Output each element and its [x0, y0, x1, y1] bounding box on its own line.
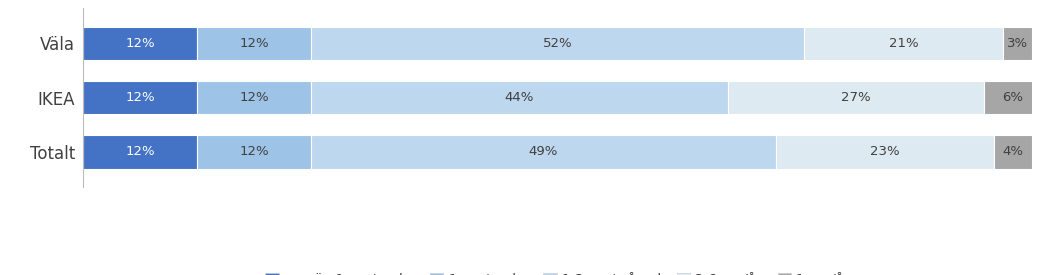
Text: 27%: 27%: [841, 91, 871, 104]
Bar: [804, 27, 1003, 60]
Text: 12%: 12%: [125, 37, 155, 50]
Text: 23%: 23%: [870, 145, 899, 158]
Bar: [83, 81, 197, 114]
Text: 12%: 12%: [240, 91, 269, 104]
Bar: [83, 27, 197, 60]
Bar: [83, 135, 197, 169]
Bar: [994, 135, 1032, 169]
Text: 6%: 6%: [1002, 91, 1023, 104]
Bar: [311, 135, 775, 169]
Text: 3%: 3%: [1007, 37, 1027, 50]
Text: 12%: 12%: [125, 91, 155, 104]
Text: 12%: 12%: [240, 37, 269, 50]
Bar: [197, 81, 311, 114]
Bar: [1003, 27, 1032, 60]
Text: 44%: 44%: [505, 91, 535, 104]
Legend: mer än 1 ggr/vecka, 1 ggr/vecka, 1-2 ggr/månad, 2-6 ggr/år, 1 ggr/år: mer än 1 ggr/vecka, 1 ggr/vecka, 1-2 ggr…: [260, 267, 854, 275]
Text: 52%: 52%: [543, 37, 572, 50]
Text: 21%: 21%: [889, 37, 918, 50]
Text: 49%: 49%: [528, 145, 557, 158]
Bar: [311, 27, 804, 60]
Bar: [728, 81, 984, 114]
Bar: [197, 27, 311, 60]
Text: 12%: 12%: [125, 145, 155, 158]
Bar: [775, 135, 994, 169]
Bar: [984, 81, 1041, 114]
Text: 4%: 4%: [1002, 145, 1023, 158]
Bar: [311, 81, 728, 114]
Bar: [197, 135, 311, 169]
Text: 12%: 12%: [240, 145, 269, 158]
